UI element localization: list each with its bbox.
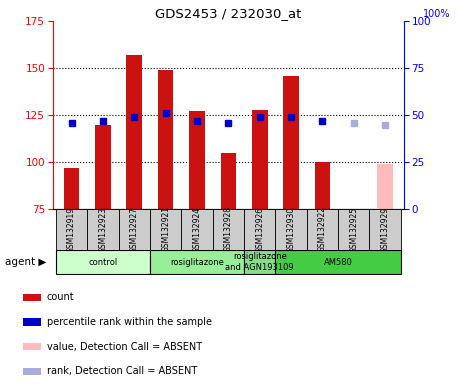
Text: rosiglitazone
and AGN193109: rosiglitazone and AGN193109 — [225, 252, 294, 272]
Text: GSM132930: GSM132930 — [286, 206, 296, 253]
Bar — [127, 55, 142, 209]
Text: rosiglitazone: rosiglitazone — [170, 258, 224, 266]
Text: GSM132927: GSM132927 — [130, 206, 139, 253]
Bar — [275, 250, 401, 274]
Title: GDS2453 / 232030_at: GDS2453 / 232030_at — [155, 7, 302, 20]
Text: percentile rank within the sample: percentile rank within the sample — [47, 317, 212, 327]
Bar — [150, 250, 244, 274]
Bar — [22, 367, 41, 375]
Bar — [87, 209, 118, 250]
Text: agent ▶: agent ▶ — [5, 257, 46, 267]
Bar — [158, 70, 174, 209]
Bar — [189, 111, 205, 209]
Text: control: control — [88, 258, 118, 266]
Bar — [22, 294, 41, 301]
Bar — [213, 209, 244, 250]
Bar — [64, 168, 79, 209]
Bar — [220, 153, 236, 209]
Bar — [181, 209, 213, 250]
Bar — [338, 209, 369, 250]
Bar — [275, 209, 307, 250]
Text: count: count — [47, 292, 74, 303]
Bar — [244, 250, 275, 274]
Bar — [252, 109, 268, 209]
Bar — [56, 250, 150, 274]
Text: 100%: 100% — [423, 9, 451, 19]
Text: GSM132928: GSM132928 — [224, 207, 233, 252]
Bar — [22, 318, 41, 326]
Text: GSM132922: GSM132922 — [318, 207, 327, 252]
Text: GSM132921: GSM132921 — [161, 207, 170, 252]
Bar — [314, 162, 330, 209]
Text: AM580: AM580 — [324, 258, 353, 266]
Bar — [150, 209, 181, 250]
Text: GSM132919: GSM132919 — [67, 206, 76, 253]
Text: GSM132929: GSM132929 — [381, 206, 390, 253]
Bar — [244, 209, 275, 250]
Bar — [56, 209, 87, 250]
Bar — [95, 124, 111, 209]
Bar — [307, 209, 338, 250]
Bar — [369, 209, 401, 250]
Bar — [118, 209, 150, 250]
Bar — [283, 76, 299, 209]
Bar — [377, 164, 393, 209]
Text: rank, Detection Call = ABSENT: rank, Detection Call = ABSENT — [47, 366, 197, 376]
Text: GSM132924: GSM132924 — [192, 206, 202, 253]
Text: GSM132925: GSM132925 — [349, 206, 358, 253]
Text: value, Detection Call = ABSENT: value, Detection Call = ABSENT — [47, 342, 202, 352]
Text: GSM132926: GSM132926 — [255, 206, 264, 253]
Text: GSM132923: GSM132923 — [98, 206, 107, 253]
Bar — [22, 343, 41, 350]
